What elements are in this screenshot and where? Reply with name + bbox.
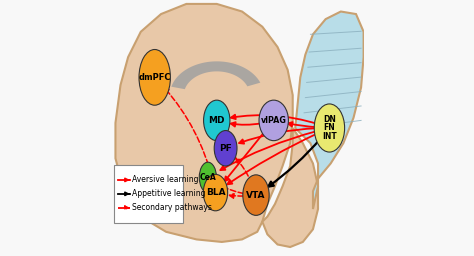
- Text: DN
FN
INT: DN FN INT: [322, 115, 337, 141]
- Ellipse shape: [314, 104, 345, 152]
- Ellipse shape: [214, 131, 237, 166]
- Text: Secondary pathways: Secondary pathways: [132, 203, 212, 212]
- Text: VTA: VTA: [246, 191, 266, 200]
- Text: vlPAG: vlPAG: [261, 116, 287, 125]
- FancyBboxPatch shape: [114, 165, 182, 223]
- Ellipse shape: [259, 100, 288, 141]
- Text: BLA: BLA: [206, 188, 225, 197]
- Polygon shape: [116, 4, 293, 242]
- Ellipse shape: [203, 174, 228, 211]
- Text: Appetitive learning: Appetitive learning: [132, 189, 206, 198]
- Polygon shape: [262, 128, 318, 247]
- Ellipse shape: [243, 175, 269, 215]
- Text: MD: MD: [209, 116, 225, 125]
- Text: Aversive learning: Aversive learning: [132, 175, 199, 184]
- Ellipse shape: [139, 49, 170, 105]
- Text: PF: PF: [219, 144, 232, 153]
- Ellipse shape: [203, 100, 230, 141]
- Polygon shape: [172, 61, 260, 89]
- Ellipse shape: [199, 162, 217, 193]
- Text: dmPFC: dmPFC: [138, 73, 171, 82]
- Text: CeA: CeA: [200, 173, 216, 182]
- Polygon shape: [295, 12, 364, 209]
